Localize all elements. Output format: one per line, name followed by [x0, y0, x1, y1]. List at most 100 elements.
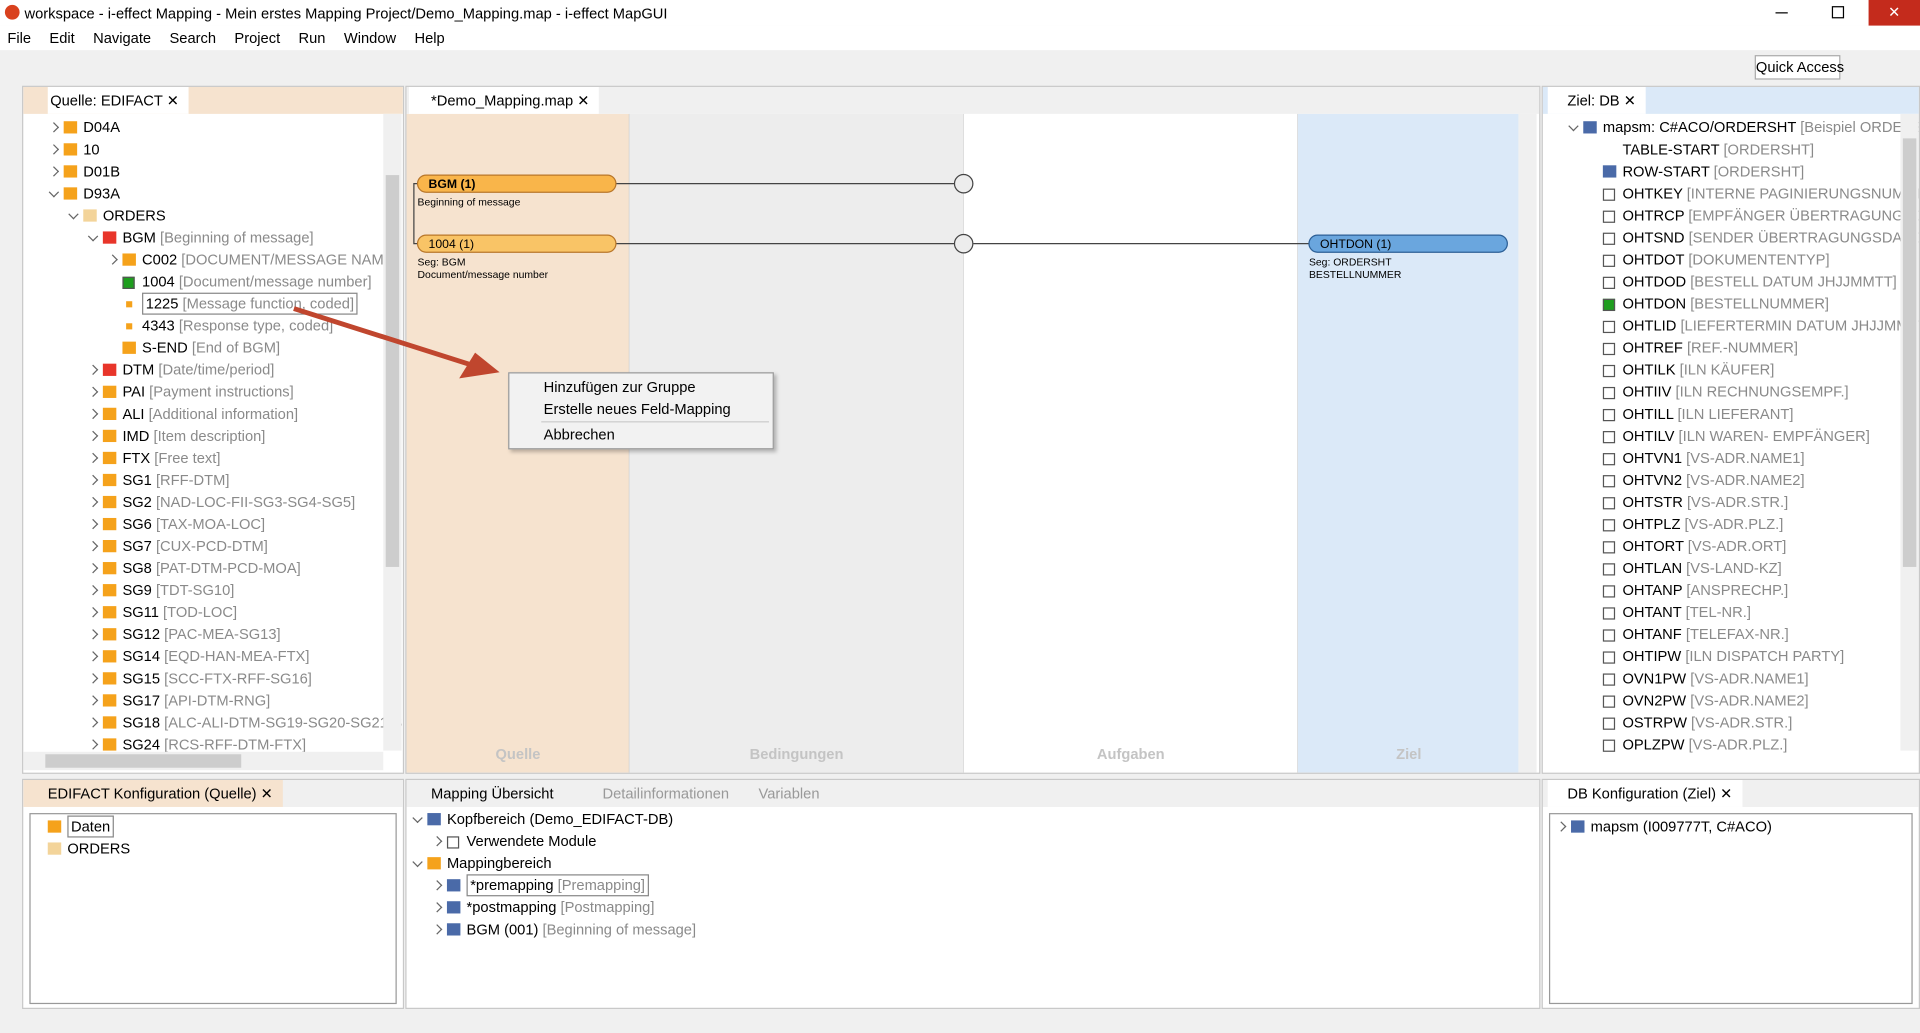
expand-arrow[interactable] [87, 651, 99, 662]
tree-row[interactable]: Verwendete Module [407, 830, 1540, 852]
scrollbar[interactable] [383, 113, 402, 751]
expand-arrow[interactable] [87, 474, 99, 486]
tree-row[interactable]: OHTILK [ILN KÄUFER] [1543, 359, 1901, 381]
expand-arrow[interactable] [87, 518, 99, 530]
tree-row[interactable]: OHTORT [VS-ADR.ORT] [1543, 535, 1901, 557]
scrollbar[interactable] [1900, 113, 1919, 751]
tree-row[interactable]: mapsm (I009777T, C#ACO) [1550, 816, 1911, 838]
expand-arrow[interactable] [48, 144, 60, 155]
tree-row[interactable]: SG1 [RFF-DTM] [23, 469, 383, 491]
tree-row[interactable]: *postmapping [Postmapping] [407, 896, 1540, 918]
tree-row[interactable]: OHTDON [BESTELLNUMMER] [1543, 293, 1901, 315]
tab[interactable]: DB Konfiguration (Ziel) ✕ [1547, 780, 1743, 807]
tree-row[interactable]: SG9 [TDT-SG10] [23, 579, 383, 601]
h-scrollbar[interactable] [23, 751, 384, 771]
tree-row[interactable]: OPLZPW [VS-ADR.PLZ.] [1543, 733, 1901, 755]
expand-arrow[interactable] [48, 122, 60, 133]
expand-arrow[interactable] [87, 386, 99, 398]
tree-row[interactable]: TABLE-START [ORDERSHT] [1543, 138, 1901, 160]
expand-arrow[interactable] [68, 209, 79, 220]
menu-item[interactable]: Hinzufügen zur Gruppe [543, 378, 696, 396]
expand-arrow[interactable] [87, 231, 99, 242]
menu-item[interactable]: Navigate [93, 29, 152, 47]
tree-row[interactable]: BGM (001) [Beginning of message] [407, 918, 1540, 940]
tree-row[interactable]: OHTDOD [BESTELL DATUM JHJJMMTT] [1543, 271, 1901, 293]
tab[interactable]: Variablen [758, 784, 820, 803]
tree-row[interactable]: IMD [Item description] [23, 425, 383, 447]
expand-arrow[interactable] [87, 717, 99, 728]
tree-row[interactable]: OHTVN2 [VS-ADR.NAME2] [1543, 469, 1901, 491]
expand-arrow[interactable] [48, 187, 60, 198]
expand-arrow[interactable] [87, 739, 99, 750]
tree-row[interactable]: D93A [23, 182, 383, 204]
target-tab[interactable]: Ziel: DB ✕ [1547, 86, 1646, 114]
expand-arrow[interactable] [431, 836, 443, 847]
expand-arrow[interactable] [412, 856, 423, 868]
expand-arrow[interactable] [87, 408, 99, 420]
tree-row[interactable]: OHTANP [ANSPRECHP.] [1543, 579, 1901, 601]
tree-row[interactable]: 4343 [Response type, coded] [23, 315, 383, 337]
tree-row[interactable]: BGM [Beginning of message] [23, 227, 383, 249]
expand-arrow[interactable] [431, 924, 443, 935]
expand-arrow[interactable] [431, 880, 443, 891]
expand-arrow[interactable] [87, 607, 99, 618]
tree-row[interactable]: SG17 [API-DTM-RNG] [23, 689, 383, 711]
tree-row[interactable]: ROW-START [ORDERSHT] [1543, 160, 1901, 182]
mapping-node[interactable]: BGM (1) Beginning of message [416, 174, 617, 209]
tree-row[interactable]: OHTILV [ILN WAREN- EMPFÄNGER] [1543, 425, 1901, 447]
menu-item[interactable]: Edit [49, 29, 75, 47]
tree-row[interactable]: SG7 [CUX-PCD-DTM] [23, 535, 383, 557]
expand-arrow[interactable] [107, 254, 118, 265]
expand-arrow[interactable] [87, 430, 99, 442]
menu-item[interactable]: Window [343, 29, 397, 47]
tab[interactable]: Detailinformationen [602, 784, 730, 803]
tree-row[interactable]: 1004 [Document/message number] [23, 271, 383, 293]
source-tab[interactable]: Quelle: EDIFACT ✕ [47, 86, 189, 114]
tree-row[interactable]: S-END [End of BGM] [23, 337, 383, 359]
tree-row[interactable]: OHTSND [SENDER ÜBERTRAGUNGSDATEI] [1543, 227, 1919, 249]
expand-arrow[interactable] [87, 673, 99, 684]
quick-access[interactable]: Quick Access [1754, 55, 1844, 80]
expand-arrow[interactable] [87, 452, 99, 464]
tree-row[interactable]: OHTSTR [VS-ADR.STR.] [1543, 491, 1901, 513]
tree-row[interactable]: mapsm: C#ACO/ORDERSHT [Beispiel ORDERS a… [1543, 116, 1919, 138]
tree-row[interactable]: SG11 [TOD-LOC] [23, 601, 383, 623]
tree-row[interactable]: OVN2PW [VS-ADR.NAME2] [1543, 689, 1901, 711]
menu-item[interactable]: Erstelle neues Feld-Mapping [543, 400, 731, 418]
menu-item[interactable]: Abbrechen [543, 426, 615, 444]
tree-row[interactable]: OHTLAN [VS-LAND-KZ] [1543, 557, 1901, 579]
tree-row[interactable]: Kopfbereich (Demo_EDIFACT-DB) [407, 808, 1540, 830]
tree-row[interactable]: D01B [23, 160, 383, 182]
menu-item[interactable]: Search [169, 29, 217, 47]
menu-item[interactable]: Project [234, 29, 281, 47]
tree-row[interactable]: OHTKEY [INTERNE PAGINIERUNGSNUMMER] [1543, 182, 1919, 204]
expand-arrow[interactable] [48, 166, 60, 177]
tree-row[interactable]: ALI [Additional information] [23, 403, 383, 425]
expand-arrow[interactable] [1568, 120, 1579, 132]
tree-row[interactable]: OHTILL [ILN LIEFERANT] [1543, 403, 1901, 425]
expand-arrow[interactable] [1556, 821, 1567, 832]
tree-row[interactable]: OHTVN1 [VS-ADR.NAME1] [1543, 447, 1901, 469]
tree-row[interactable]: FTX [Free text] [23, 447, 383, 469]
tree-row[interactable]: OSTRPW [VS-ADR.STR.] [1543, 711, 1901, 733]
tree-row[interactable]: OHTIPW [ILN DISPATCH PARTY] [1543, 645, 1901, 667]
expand-arrow[interactable] [412, 812, 423, 824]
tree-row[interactable]: SG24 [RCS-RFF-DTM-FTX] [23, 733, 383, 755]
expand-arrow[interactable] [87, 562, 99, 574]
menu-item[interactable]: Help [414, 29, 445, 47]
tab[interactable]: Mapping Übersicht [431, 784, 554, 803]
tree-row[interactable]: SG18 [ALC-ALI-DTM-SG19-SG20-SG21-S [23, 711, 403, 733]
tree-row[interactable]: OHTANF [TELEFAX-NR.] [1543, 623, 1901, 645]
tree-row[interactable]: 10 [23, 138, 383, 160]
tree-row[interactable]: ORDERS [31, 838, 396, 860]
tab[interactable]: EDIFACT Konfiguration (Quelle) ✕ [23, 780, 283, 807]
expand-arrow[interactable] [87, 364, 99, 375]
tree-row[interactable]: OHTLID [LIEFERTERMIN DATUM JHJJMMTT] [1543, 315, 1919, 337]
restore[interactable] [1831, 6, 1845, 19]
close[interactable]: ✕ [1868, 0, 1920, 26]
expand-arrow[interactable] [87, 695, 99, 706]
tree-row[interactable]: SG14 [EQD-HAN-MEA-FTX] [23, 645, 383, 667]
tree-row[interactable]: ORDERS [23, 204, 383, 226]
tree-row[interactable]: D04A [23, 116, 383, 138]
